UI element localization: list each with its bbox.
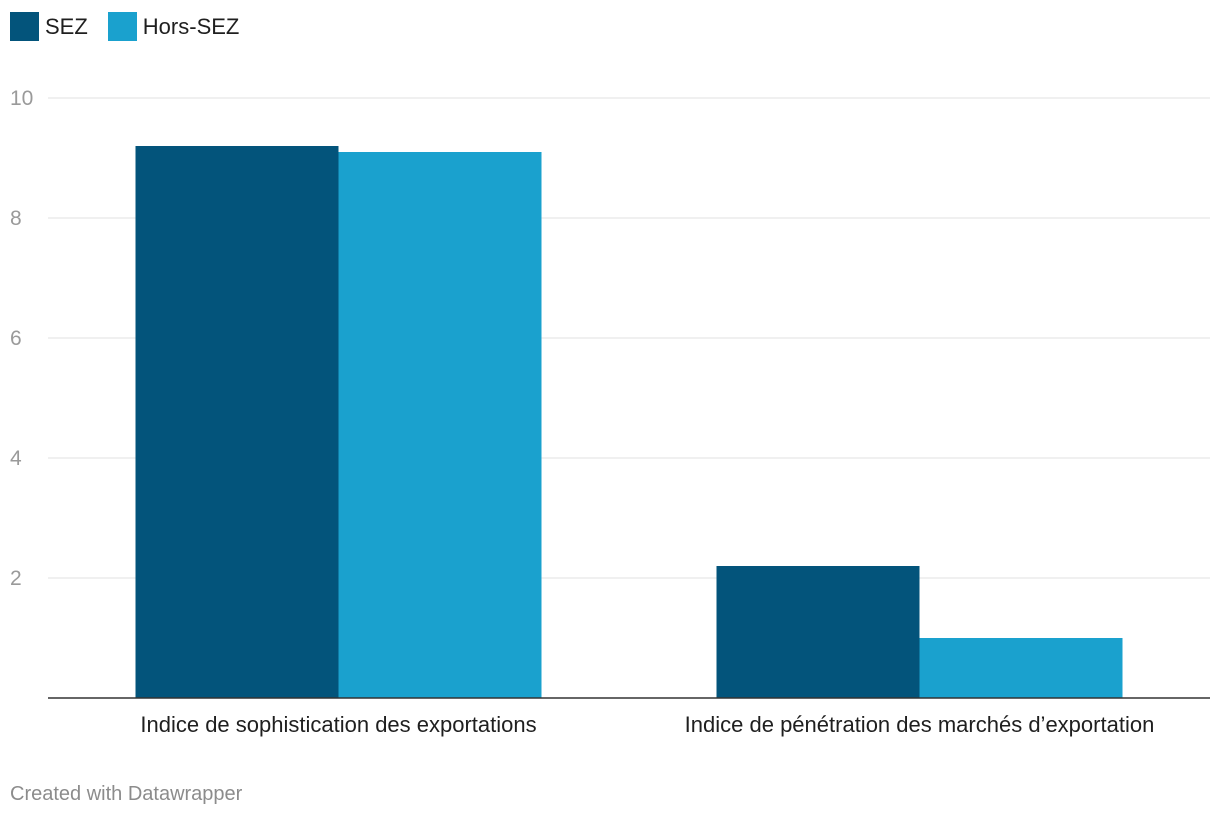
y-tick-label: 2 [10, 567, 22, 590]
bar-chart: 2 4 6 8 10 Indice de sophistication des expo… [10, 87, 1210, 737]
legend-swatch-sez [10, 12, 39, 41]
bar-hors-sez-0 [338, 152, 542, 698]
y-tick-label: 4 [10, 447, 22, 470]
legend-swatch-hors-sez [107, 12, 137, 41]
bar-hors-sez-1 [919, 638, 1123, 698]
bar-sez-0 [135, 146, 339, 698]
bar-sez-1 [716, 566, 920, 698]
y-tick-label: 6 [10, 327, 22, 350]
footer-credit: Created with Datawrapper [10, 783, 243, 805]
x-category-label: Indice de sophistication des exportation… [140, 712, 536, 737]
y-axis-ticks: 2 4 6 8 10 [10, 87, 33, 590]
legend-label-sez: SEZ [45, 13, 88, 39]
legend: SEZ Hors-SEZ [10, 12, 239, 41]
x-category-label: Indice de pénétration des marchés d’expo… [685, 712, 1155, 737]
legend-label-hors-sez: Hors-SEZ [142, 13, 240, 39]
legend-item-hors-sez: Hors-SEZ [107, 12, 240, 41]
x-axis-labels: Indice de sophistication des exportation… [140, 712, 1154, 737]
bars [135, 146, 1123, 698]
legend-item-sez: SEZ [10, 12, 88, 41]
y-tick-label: 10 [10, 87, 33, 110]
y-tick-label: 8 [10, 207, 22, 230]
